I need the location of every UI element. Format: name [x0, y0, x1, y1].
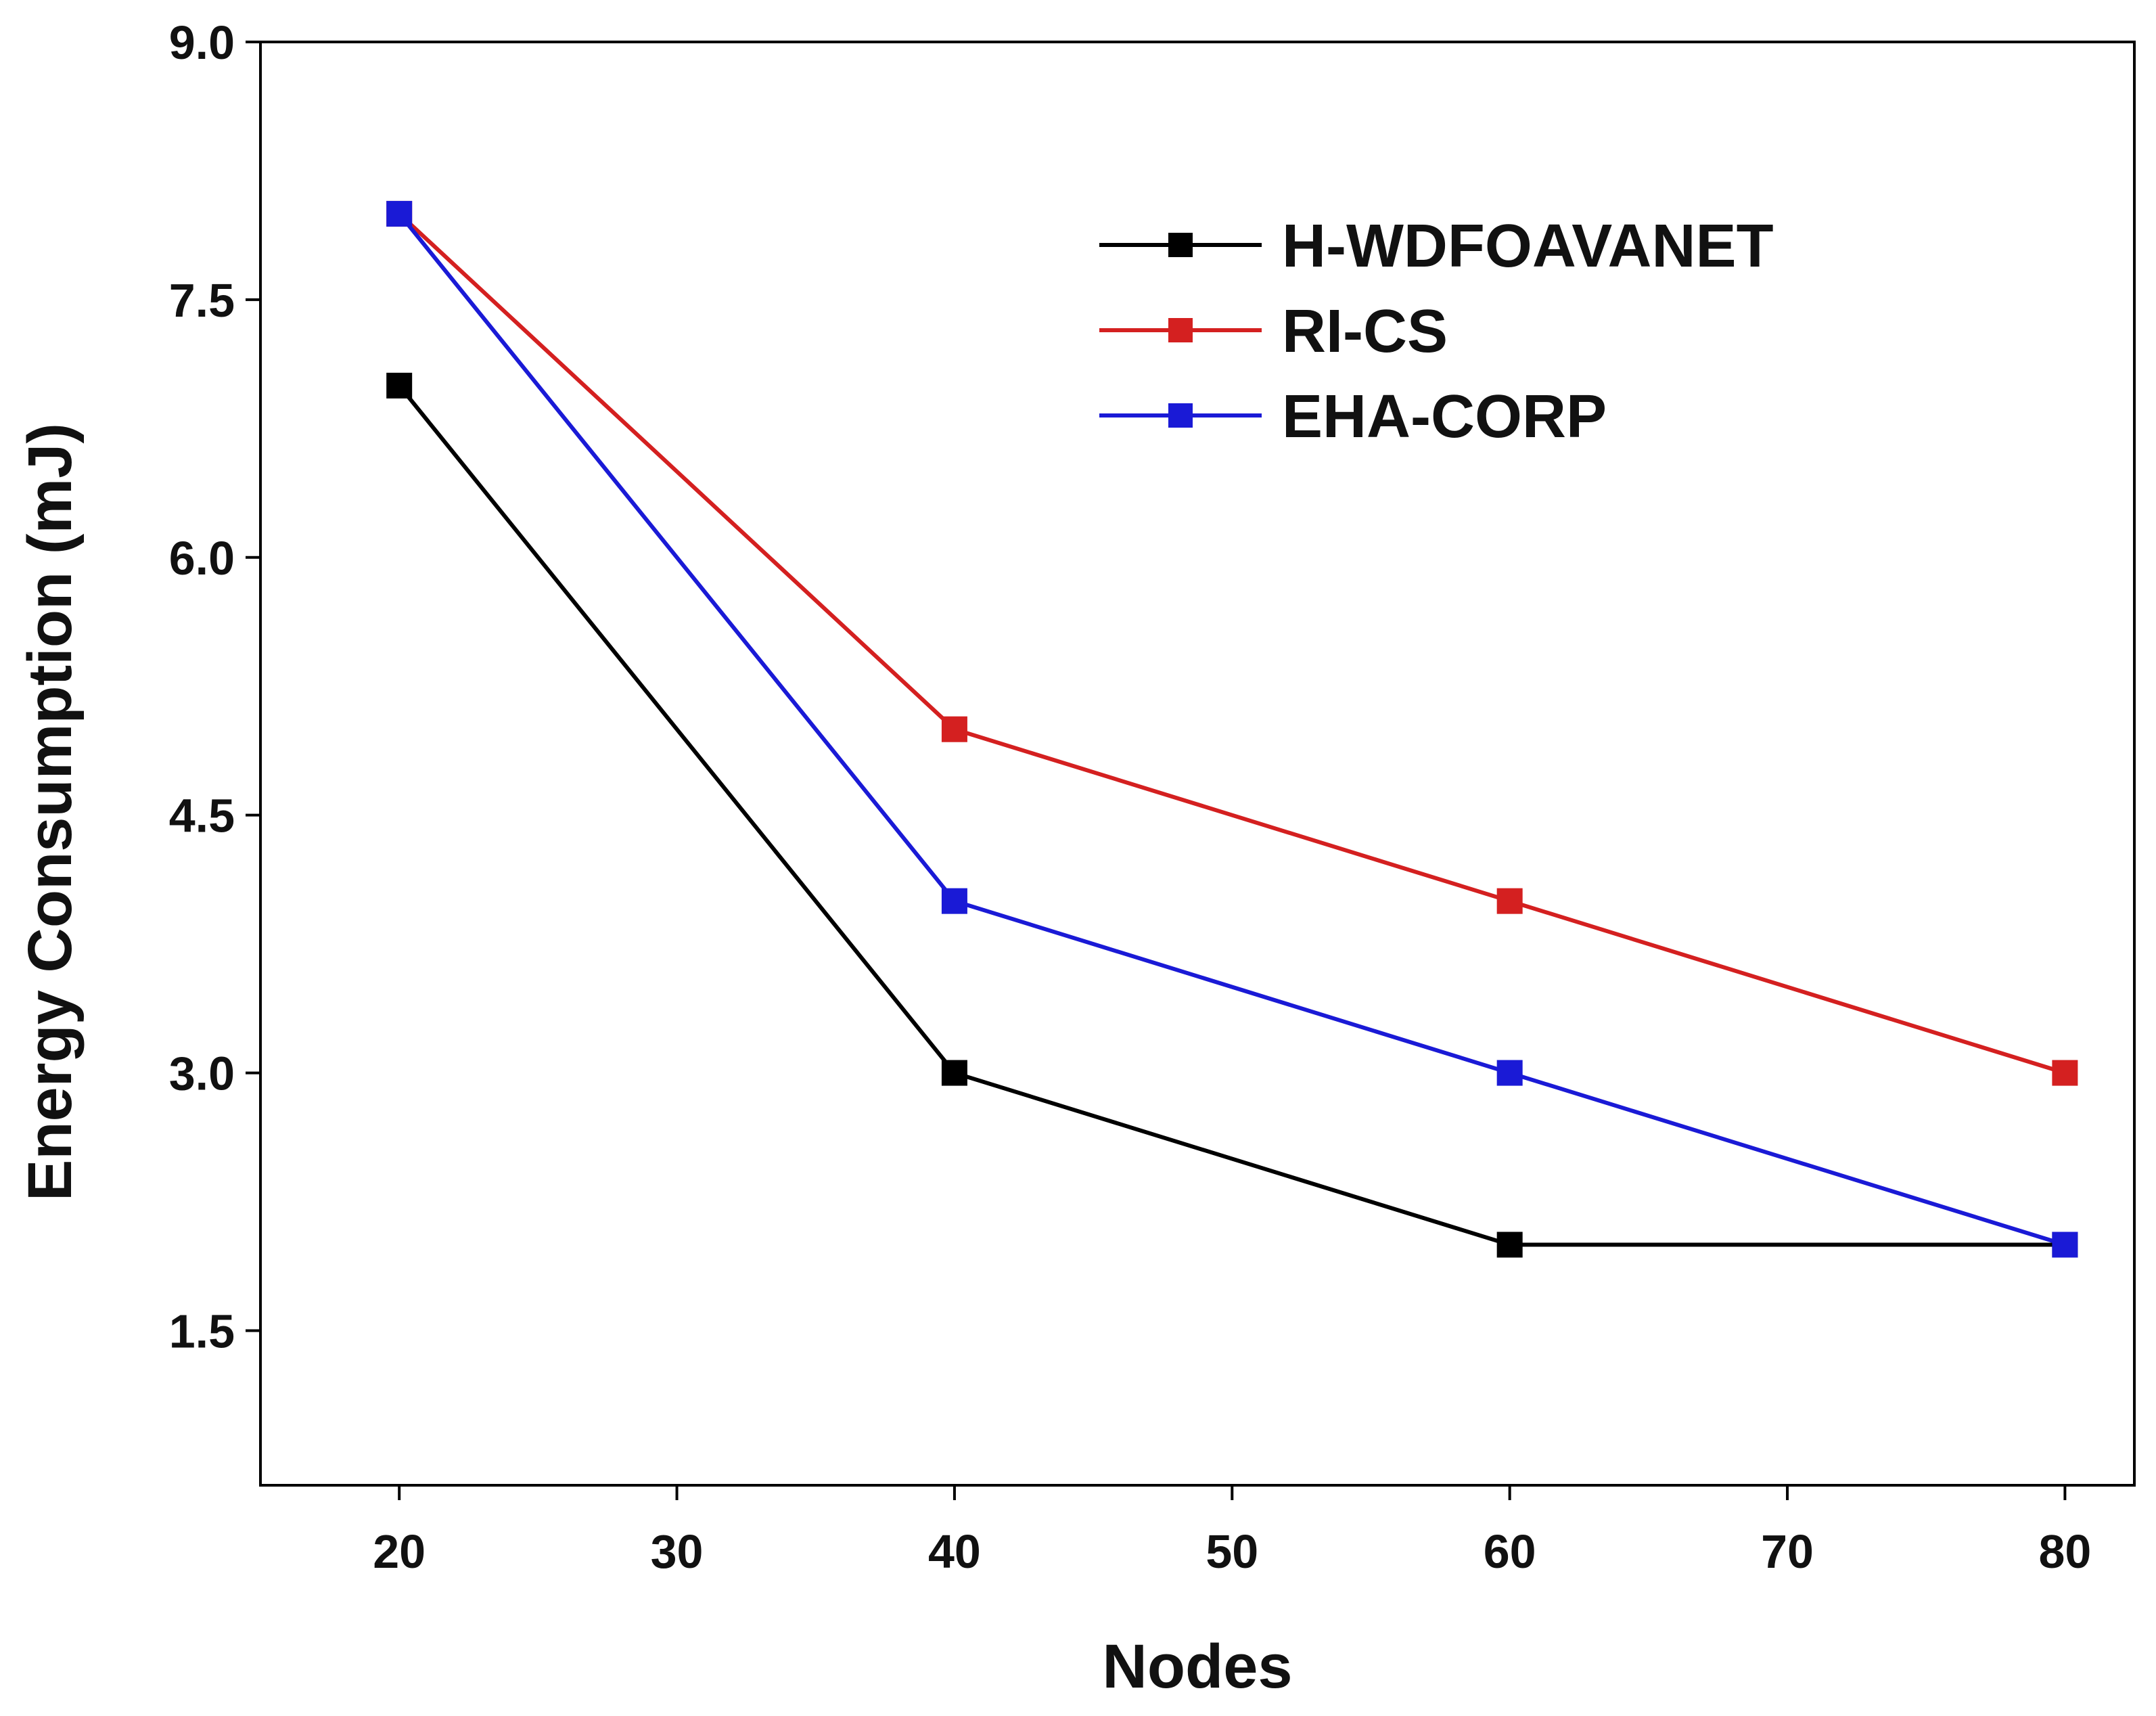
legend-marker-1	[1168, 318, 1193, 342]
series-0-point-0	[386, 372, 413, 399]
y-tick-label-1: 3.0	[169, 1047, 235, 1100]
y-tick-label-4: 7.5	[169, 274, 235, 327]
x-axis-title: Nodes	[1102, 1632, 1292, 1701]
legend-label-2: EHA-CORP	[1282, 383, 1607, 451]
x-tick-label-5: 70	[1761, 1525, 1814, 1578]
plot-frame	[259, 41, 2136, 1487]
series-line-0	[397, 384, 2065, 1247]
series-2-point-0	[386, 200, 413, 227]
x-tick-label-0: 20	[373, 1525, 426, 1578]
y-tick-label-0: 1.5	[169, 1305, 235, 1357]
series-1-point-3	[2052, 1060, 2078, 1086]
legend-entry-0: H-WDFOAVANET	[1099, 212, 1774, 280]
legend-marker-0	[1168, 233, 1193, 257]
series-1-point-1	[941, 716, 967, 742]
series-line-2	[397, 212, 2066, 1247]
legend-marker-2	[1168, 403, 1193, 428]
series-2-point-3	[2052, 1232, 2078, 1258]
series-line-1	[398, 212, 2066, 1075]
legend-label-0: H-WDFOAVANET	[1282, 212, 1774, 280]
x-tick-label-2: 40	[928, 1525, 981, 1578]
series-2-point-1	[941, 888, 967, 914]
legend-entry-1: RI-CS	[1099, 298, 1448, 365]
series-0-point-2	[1496, 1232, 1523, 1258]
x-tick-label-6: 80	[2038, 1525, 2091, 1578]
series-0-point-1	[941, 1060, 967, 1086]
y-tick-label-5: 9.0	[169, 16, 235, 69]
legend: H-WDFOAVANET RI-CS EHA-CORP	[1099, 212, 1774, 451]
x-tick-label-1: 30	[651, 1525, 704, 1578]
y-tick-label-2: 4.5	[169, 790, 235, 842]
series-layer	[386, 200, 2078, 1258]
legend-label-1: RI-CS	[1282, 298, 1448, 365]
x-tick-label-3: 50	[1206, 1525, 1258, 1578]
legend-entry-2: EHA-CORP	[1099, 383, 1607, 451]
x-tick-label-4: 60	[1484, 1525, 1536, 1578]
series-2-point-2	[1496, 1060, 1523, 1086]
series-2	[386, 200, 2078, 1258]
axes-layer: 1.5 3.0 4.5 6.0 7.5 9.0 20 30 40 50 60 70 80	[169, 16, 2136, 1578]
y-tick-label-3: 6.0	[169, 532, 235, 585]
series-1-point-2	[1496, 888, 1523, 914]
y-axis-title: Energy Consumption (mJ)	[16, 423, 85, 1201]
